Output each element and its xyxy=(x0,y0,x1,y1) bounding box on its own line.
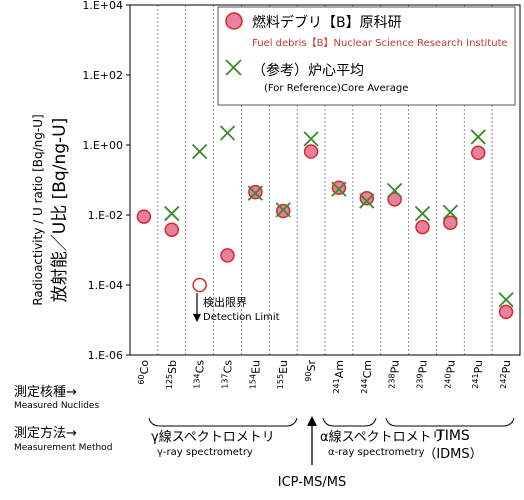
core-average-point xyxy=(303,131,319,147)
debris-point xyxy=(220,248,235,263)
y-tick-label: 1.E+00 xyxy=(82,139,123,152)
core-average-point xyxy=(442,204,458,220)
legend-series-2-en: (For Reference)Core Average xyxy=(264,83,408,94)
y-tick-label: 1.E+02 xyxy=(82,69,123,82)
y-axis-label-en: Radioactivity / U ratio [Bq/ng-U] xyxy=(31,114,45,305)
detection-limit-en: Detection Limit xyxy=(203,312,280,323)
nuclide-label: 240Pu xyxy=(443,360,457,389)
alpha-bracket xyxy=(322,417,377,427)
legend-box xyxy=(217,6,516,106)
debris-point xyxy=(498,304,514,320)
legend-series-1-en: Fuel debris【B】Nuclear Science Research I… xyxy=(252,37,508,49)
debris-point xyxy=(136,209,152,224)
core-average-point xyxy=(498,292,514,308)
y-tick-label: 1.E+04 xyxy=(82,0,123,12)
nuclide-label: 134Cs xyxy=(193,360,207,389)
core-average-point xyxy=(192,143,208,160)
nuclides-label-en: Measured Nuclides xyxy=(14,401,99,411)
core-average-point xyxy=(164,205,180,222)
nuclide-label: 137Cs xyxy=(221,360,235,389)
debris-point xyxy=(415,219,430,235)
legend-series-1-ja: 燃料デブリ【B】原科研 xyxy=(252,14,402,31)
debris-point xyxy=(359,191,375,206)
method-label-ja: 測定方法→ xyxy=(14,425,77,441)
legend-circle-marker xyxy=(225,12,243,30)
plot-frame xyxy=(129,4,521,356)
y-tick-label: 1.E-04 xyxy=(88,279,123,292)
legend-x-marker xyxy=(225,59,242,76)
debris-point xyxy=(303,144,319,159)
core-average-point xyxy=(359,193,375,209)
nuclide-label: 242Pu xyxy=(499,360,513,389)
data-points xyxy=(136,125,514,320)
debris-point xyxy=(164,222,180,237)
detection-limit-ja: 検出限界 xyxy=(203,295,247,309)
core-average-point xyxy=(414,205,431,222)
nuclide-label: 244Cm xyxy=(360,360,374,394)
nuclide-label: 154Eu xyxy=(248,360,262,389)
y-tick-label: 1.E-06 xyxy=(88,349,123,362)
core-average-point xyxy=(470,129,486,145)
gamma-bracket xyxy=(148,417,298,427)
nuclides-label-ja: 測定核種→ xyxy=(14,384,77,400)
tims-method: TIMS xyxy=(435,428,470,444)
alpha-method-ja: α線スペクトロメトリ xyxy=(320,429,445,445)
debris-point xyxy=(331,180,347,196)
debris-point xyxy=(443,215,458,231)
gamma-method-ja: γ線スペクトロメトリ xyxy=(151,429,275,445)
core-average-point xyxy=(219,125,236,141)
nuclide-label: 155Eu xyxy=(276,360,290,389)
nuclide-label: 90Sr xyxy=(304,360,318,382)
nuclide-label: 241Pu xyxy=(471,360,485,389)
y-axis-label-ja: 放射能／U比 [Bq/ng-U] xyxy=(50,118,70,302)
debris-point xyxy=(387,192,402,207)
core-average-point xyxy=(275,202,291,218)
icp-method: ICP-MS/MS xyxy=(278,475,346,490)
nuclide-label: 239Pu xyxy=(416,360,430,389)
legend: 燃料デブリ【B】原科研 Fuel debris【B】Nuclear Scienc… xyxy=(217,6,516,106)
debris-point xyxy=(192,277,207,293)
tims-bracket xyxy=(385,417,515,427)
core-average-point xyxy=(331,181,347,197)
nuclide-label: 125Sb xyxy=(165,360,179,389)
detection-limit-annotation: 検出限界 Detection Limit xyxy=(193,293,280,323)
alpha-method-en: α-ray spectrometry xyxy=(328,447,425,458)
nuclide-label: 60Co xyxy=(137,360,151,385)
icp-arrow xyxy=(307,416,317,465)
y-tick-label: 1.E-02 xyxy=(88,209,123,222)
nuclide-labels: 60Co 125Sb 134Cs 137Cs 154Eu 155Eu 90Sr 241Am 24… xyxy=(137,360,513,394)
nuclide-label: 238Pu xyxy=(388,360,402,389)
method-label-en: Measurement Method xyxy=(14,443,112,453)
core-average-point xyxy=(387,182,403,199)
idms-method: （IDMS） xyxy=(423,447,482,462)
debris-point xyxy=(470,145,486,161)
y-axis-ticks: 1.E+04 1.E+02 1.E+00 1.E-02 1.E-04 1.E-06 xyxy=(82,0,130,362)
core-average-point xyxy=(247,185,263,201)
gamma-method-en: γ-ray spectrometry xyxy=(157,447,253,458)
legend-series-2-ja: （参考）炉心平均 xyxy=(252,62,364,79)
nuclide-label: 241Am xyxy=(332,360,346,394)
